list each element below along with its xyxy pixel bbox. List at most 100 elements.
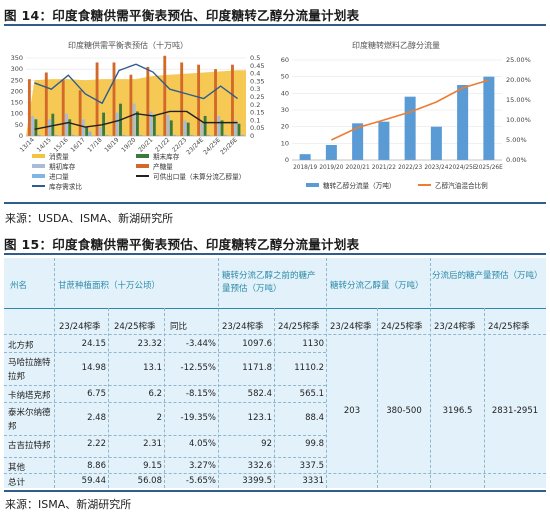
- bar: [65, 113, 68, 136]
- bar: [112, 62, 116, 137]
- row-pre-2425: 3331: [302, 476, 324, 486]
- subheader-pre-2324: 23/24榨季: [222, 322, 264, 332]
- bar: [169, 120, 173, 136]
- bar: [237, 123, 241, 136]
- subheader-pre-2425: 24/25榨季: [278, 322, 320, 332]
- col-divider: [430, 258, 431, 488]
- figure-14-source: 来源：USDA、ISMA、新湖研究所: [5, 212, 174, 225]
- subheader-yoy: 同比: [170, 322, 188, 332]
- merged-diversion-2425: 380-500: [386, 406, 422, 416]
- merged-diversion-2324: 203: [343, 406, 361, 416]
- y-tick-left: 250: [11, 76, 23, 84]
- row-state: 其他: [8, 463, 26, 473]
- legend-item-ending-stock: 期末库存: [136, 151, 179, 161]
- supply-demand-plot: 05010015020025030035000.050.10.150.20.25…: [11, 54, 265, 156]
- bar: [146, 66, 150, 136]
- subheader-post-2324: 23/24榨季: [434, 322, 476, 332]
- row-state: 北方邦: [8, 341, 34, 351]
- bar: [217, 115, 221, 136]
- y-tick-left: 50: [281, 73, 289, 81]
- bar: [190, 134, 193, 136]
- row-pre-2425: 99.8: [305, 439, 324, 449]
- row-area-2425: 56.08: [137, 476, 162, 486]
- figure-15-bottom-rule: [4, 490, 546, 492]
- y-tick-right: 5.00%: [506, 136, 527, 144]
- bar: [88, 131, 92, 136]
- header-state: 州名: [10, 281, 28, 291]
- row-area-2425: 2: [156, 413, 162, 423]
- y-tick-left: 150: [11, 99, 23, 107]
- bar: [139, 134, 143, 136]
- chart-title-right: 印度糖转燃料乙醇分流量: [352, 41, 440, 50]
- y-tick-right: 15.00%: [506, 96, 531, 104]
- bar: [129, 74, 133, 136]
- bar: [27, 79, 31, 136]
- y-tick-right: 10.00%: [506, 116, 531, 124]
- bar: [214, 69, 217, 136]
- line-blend-ratio: [331, 79, 490, 141]
- subheader-div-2324: 23/24榨季: [330, 322, 372, 332]
- x-tick: 2021/22: [372, 165, 396, 171]
- bar: [37, 134, 41, 136]
- row-yoy: -19.35%: [180, 413, 216, 423]
- x-tick: 2020/21: [346, 165, 370, 171]
- row-pre-2425: 88.4: [305, 413, 324, 423]
- chart-title-left: 印度糖供需平衡表预估（十万吨）: [68, 41, 188, 50]
- bar: [163, 55, 167, 137]
- row-area-2324: 2.48: [87, 413, 106, 423]
- row-yoy: -12.55%: [180, 363, 216, 373]
- bar: [152, 114, 156, 136]
- merged-post-2324: 3196.5: [442, 406, 473, 416]
- row-pre-2324: 3399.5: [242, 476, 272, 486]
- row-divider: [4, 352, 326, 353]
- row-divider: [4, 473, 546, 474]
- y-tick-right: 0.2: [250, 101, 260, 109]
- bar: [51, 113, 55, 136]
- row-pre-2425: 1130: [302, 339, 324, 349]
- x-tick: 2018/19: [293, 165, 317, 171]
- sugar-table: 州名 甘蔗种植面积（十万公顷） 糖转分流乙醇之前的糖产量预估（万吨） 糖转分流乙…: [4, 258, 546, 488]
- bar: [34, 119, 38, 136]
- legend-item-blend-ratio: 乙醇汽油混合比例: [418, 180, 488, 190]
- figure-14-rule: [4, 24, 546, 26]
- row-area-2324: 59.44: [81, 476, 106, 486]
- figure-14-bottom-rule: [4, 202, 546, 204]
- row-area-2425: 2.31: [143, 439, 162, 449]
- row-divider: [4, 385, 326, 386]
- figure-14-title: 图 14：印度食糖供需平衡表预估、印度糖转乙醇分流量计划表: [4, 8, 360, 23]
- y-tick-right: 0.5: [250, 54, 260, 62]
- legend-item-exportable: 可供出口量（未算分流乙醇量）: [136, 171, 245, 181]
- header-pre-diversion: 糖转分流乙醇之前的糖产量预估（万吨）: [222, 271, 316, 294]
- bar: [98, 127, 102, 136]
- y-tick-right: 0.05: [250, 124, 264, 132]
- supply-demand-chart: 印度糖供需平衡表预估（十万吨） 0 50 100 150 200 250 300 350 0 0.…: [4, 28, 274, 196]
- y-tick-right: 0.00%: [506, 156, 527, 164]
- bar: [240, 134, 244, 136]
- row-pre-2425: 337.5: [299, 461, 324, 471]
- y-tick-left: 0: [285, 156, 289, 164]
- bar-diversion: [378, 121, 390, 160]
- y-tick-right: 0.45: [250, 62, 264, 70]
- row-state: 泰米尔纳德邦: [8, 408, 51, 432]
- bar: [48, 119, 51, 136]
- figure-15-rule: [4, 253, 546, 255]
- y-tick-left: 300: [11, 65, 23, 73]
- col-divider: [484, 308, 485, 488]
- y-tick-left: 50: [15, 121, 23, 129]
- line-stock-ratio: [34, 63, 238, 105]
- bar-diversion: [404, 96, 416, 160]
- x-tick: 2025/26E: [475, 165, 503, 171]
- y-tick-left: 60: [281, 56, 289, 64]
- legend-right: 糖转乙醇分流量（万吨） 乙醇汽油混合比例: [276, 178, 546, 192]
- y-tick-right: 0: [250, 132, 254, 140]
- legend-item-consumption: 消费量: [32, 151, 69, 161]
- bar-diversion: [430, 126, 442, 160]
- bar-diversion: [457, 85, 469, 160]
- bar-diversion: [352, 123, 364, 160]
- legend-item-diversion: 糖转乙醇分流量（万吨）: [306, 180, 396, 190]
- bar: [183, 120, 187, 136]
- y-tick-right: 0.35: [250, 77, 264, 85]
- row-pre-2324: 92: [261, 439, 272, 449]
- row-yoy: -3.44%: [185, 339, 216, 349]
- bar: [68, 119, 72, 136]
